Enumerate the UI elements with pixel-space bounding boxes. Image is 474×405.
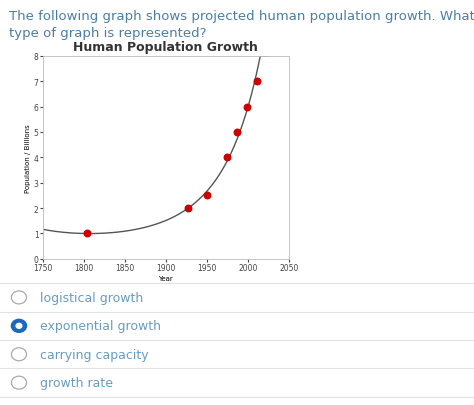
Text: growth rate: growth rate — [40, 376, 113, 389]
Y-axis label: Population / Billions: Population / Billions — [25, 124, 31, 192]
Point — [203, 193, 211, 199]
Text: logistical growth: logistical growth — [40, 291, 144, 304]
Text: The following graph shows projected human population growth. What
type of graph : The following graph shows projected huma… — [9, 10, 474, 40]
Point — [184, 205, 192, 212]
Text: carrying capacity: carrying capacity — [40, 348, 149, 361]
X-axis label: Year: Year — [158, 275, 173, 281]
Point — [223, 155, 230, 161]
Title: Human Population Growth: Human Population Growth — [73, 41, 258, 54]
Point — [234, 129, 241, 136]
Point — [83, 231, 91, 237]
Point — [244, 104, 251, 111]
Point — [253, 79, 261, 85]
Text: exponential growth: exponential growth — [40, 320, 161, 333]
